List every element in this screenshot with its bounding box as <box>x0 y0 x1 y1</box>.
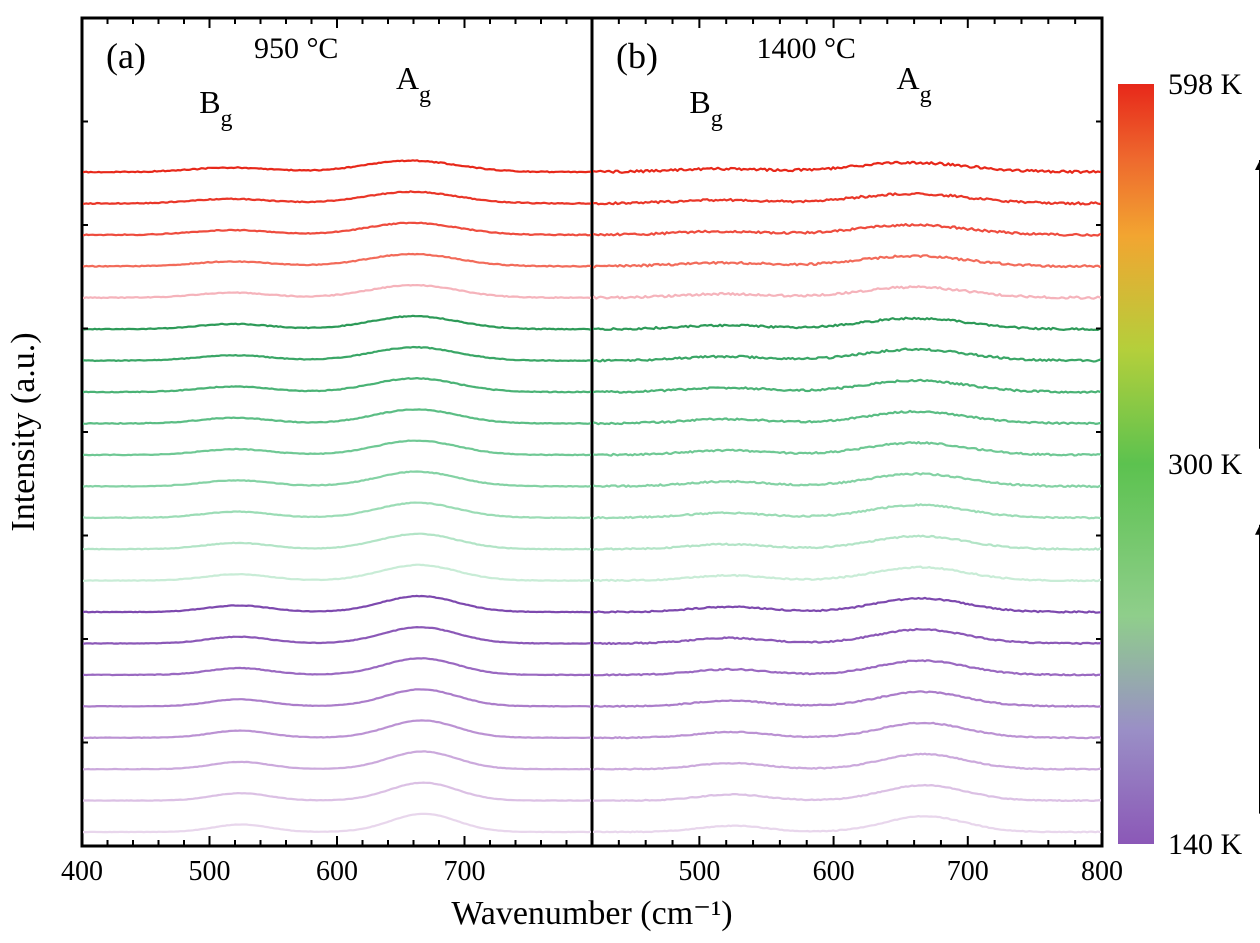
xtick-label: 700 <box>947 856 989 887</box>
spectrum-curve <box>592 162 1102 173</box>
spectrum-curve <box>82 814 592 832</box>
spectrum-curve <box>592 442 1102 456</box>
spectrum-curve <box>82 783 592 801</box>
xtick-label: 800 <box>1081 856 1123 887</box>
panel-tag-b: (b) <box>616 36 658 76</box>
spectrum-curve <box>82 254 592 267</box>
figure-svg: (a) 950 °C Bg Ag 400 500 600 700 (b) 1400 °C Bg Ag 5… <box>0 0 1260 943</box>
spectrum-curve <box>592 411 1102 424</box>
spectrum-curve <box>592 691 1102 706</box>
xtick-label: 500 <box>189 856 231 887</box>
spectrum-curve <box>592 629 1102 644</box>
spectrum-curve <box>592 318 1102 330</box>
xtick-label: 500 <box>678 856 720 887</box>
spectrum-curve <box>592 816 1102 832</box>
spectrum-curve <box>592 754 1102 770</box>
xtick-label: 600 <box>813 856 855 887</box>
xlabel: Wavenumber (cm⁻¹) <box>451 895 732 932</box>
peak-label-Ag-b: Ag <box>897 60 932 108</box>
spectrum-curve <box>592 473 1102 487</box>
spectrum-curve <box>592 193 1102 204</box>
spectrum-curve <box>592 598 1102 613</box>
spectrum-curve <box>82 347 592 361</box>
spectrum-curve <box>82 720 592 738</box>
spectrum-curve <box>592 504 1102 518</box>
panel-tag-a: (a) <box>106 36 146 76</box>
spectrum-curve <box>82 689 592 706</box>
spectrum-curve <box>82 316 592 330</box>
spectrum-curve <box>592 224 1102 236</box>
spectrum-curve <box>592 723 1102 738</box>
spectrum-curve <box>592 255 1102 267</box>
xtick-label: 700 <box>444 856 486 887</box>
colorbar-label: 300 K <box>1168 448 1243 481</box>
peak-label-Bg-a: Bg <box>199 84 232 132</box>
panel-title-b: 1400 °C <box>756 32 856 65</box>
spectrum-curve <box>82 409 592 423</box>
figure-container: (a) 950 °C Bg Ag 400 500 600 700 (b) 1400 °C Bg Ag 5… <box>0 0 1260 943</box>
spectrum-curve <box>82 596 592 612</box>
spectrum-curve <box>82 472 592 487</box>
spectrum-curve <box>592 660 1102 675</box>
peak-label-Ag-a: Ag <box>396 60 431 108</box>
spectrum-curve <box>82 441 592 456</box>
spectrum-curve <box>592 536 1102 550</box>
spectrum-curve <box>592 380 1102 393</box>
spectrum-curve <box>592 349 1102 362</box>
spectrum-curve <box>592 785 1102 801</box>
spectrum-curve <box>82 160 592 172</box>
spectrum-curve <box>82 223 592 236</box>
spectrum-curve <box>82 627 592 644</box>
spectrum-curve <box>82 285 592 298</box>
spectrum-curve <box>592 286 1102 299</box>
spectrum-curve <box>82 191 592 204</box>
spectrum-curve <box>82 658 592 675</box>
colorbar <box>1118 84 1154 844</box>
peak-label-Bg-b: Bg <box>689 84 722 132</box>
xtick-label: 600 <box>316 856 358 887</box>
spectrum-curve <box>82 503 592 518</box>
colorbar-label: 140 K <box>1168 828 1243 861</box>
spectrum-curve <box>82 565 592 581</box>
ylabel: Intensity (a.u.) <box>5 332 42 531</box>
xtick-label: 400 <box>61 856 103 887</box>
spectrum-curve <box>82 378 592 392</box>
spectrum-curve <box>82 751 592 769</box>
panel-title-a: 950 °C <box>254 32 339 65</box>
spectrum-curve <box>82 534 592 550</box>
spectrum-curve <box>592 567 1102 582</box>
colorbar-label: 598 K <box>1168 68 1243 101</box>
